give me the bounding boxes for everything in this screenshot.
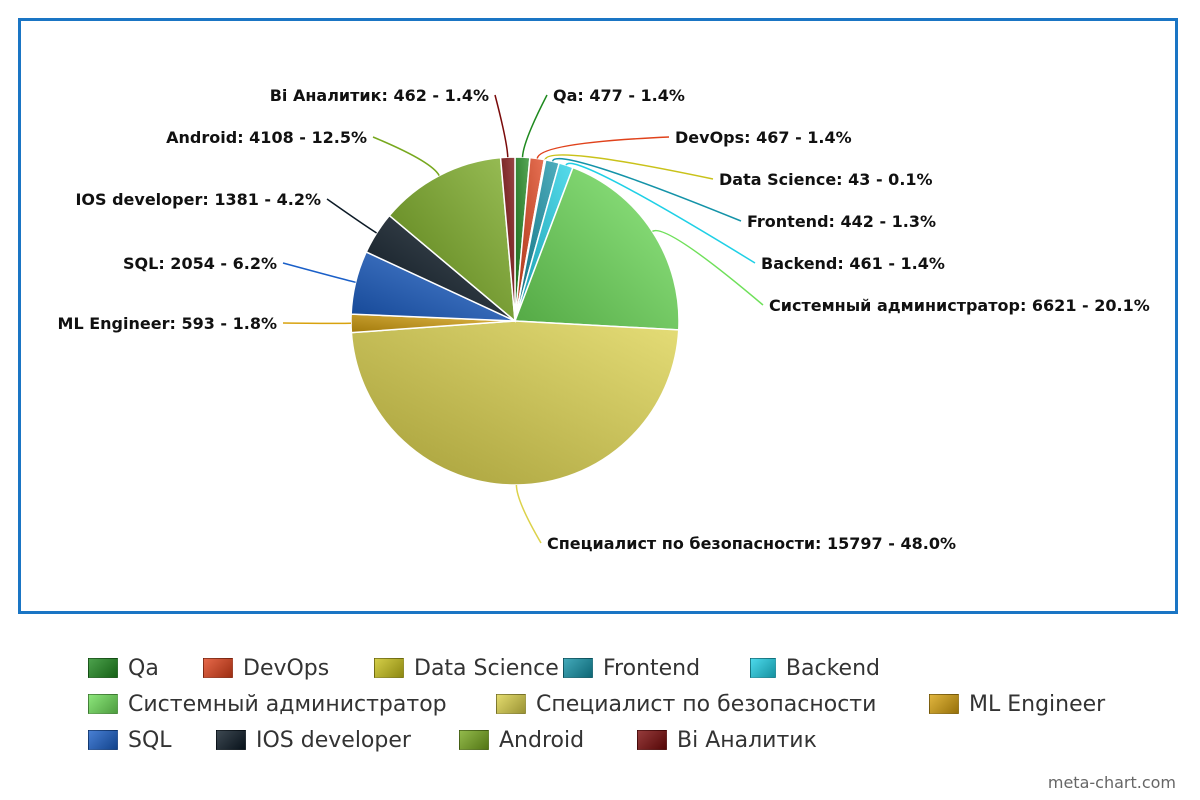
legend-swatch — [563, 658, 593, 678]
legend-swatch — [203, 658, 233, 678]
legend-label: DevOps — [243, 655, 330, 681]
legend-swatch — [216, 730, 246, 750]
leader-line-9 — [326, 198, 378, 234]
pie-slice-6 — [350, 320, 680, 486]
legend-item[interactable]: SQL — [88, 728, 216, 753]
slice-label-10: Android: 4108 - 12.5% — [166, 128, 367, 147]
leader-line-5 — [651, 229, 764, 306]
legend-label: Системный администратор — [128, 691, 447, 717]
legend-label: Backend — [785, 655, 880, 681]
slice-label-4: Backend: 461 - 1.4% — [761, 254, 945, 273]
legend: Qa DevOps Data Science Frontend Backend Систе… — [88, 650, 1168, 758]
slice-label-5: Системный администратор: 6621 - 20.1% — [769, 296, 1150, 315]
pie-slice-10 — [388, 156, 516, 323]
slice-label-0: Qa: 477 - 1.4% — [553, 86, 685, 105]
leader-line-11 — [494, 94, 509, 158]
slice-label-9: IOS developer: 1381 - 4.2% — [75, 190, 321, 209]
leader-line-10 — [372, 136, 440, 177]
slice-label-2: Data Science: 43 - 0.1% — [719, 170, 933, 189]
slice-label-6: Специалист по безопасности: 15797 - 48.0… — [547, 534, 956, 553]
leader-line-6 — [515, 484, 542, 544]
legend-swatch — [496, 694, 526, 714]
leader-line-1 — [536, 136, 670, 159]
legend-item[interactable]: IOS developer — [216, 728, 459, 753]
legend-label: Специалист по безопасности — [536, 691, 877, 717]
legend-row: Системный администратор Специалист по без… — [88, 686, 1168, 722]
legend-swatch — [88, 658, 118, 678]
legend-label: Qa — [128, 655, 159, 681]
slice-label-11: Bi Аналитик: 462 - 1.4% — [270, 86, 489, 105]
legend-swatch — [637, 730, 667, 750]
legend-item[interactable]: Qa — [88, 656, 203, 681]
legend-item[interactable]: Frontend — [563, 656, 750, 681]
chart-frame: Qa: 477 - 1.4% DevOps: 467 - 1.4% Data Sci… — [18, 18, 1178, 614]
legend-swatch — [459, 730, 489, 750]
slice-label-8: SQL: 2054 - 6.2% — [123, 254, 277, 273]
leader-line-8 — [282, 262, 356, 284]
legend-item[interactable]: Bi Аналитик — [637, 728, 817, 753]
legend-label: Android — [499, 727, 585, 753]
legend-swatch — [374, 658, 404, 678]
leader-line-3 — [551, 157, 742, 222]
slice-label-3: Frontend: 442 - 1.3% — [747, 212, 936, 231]
legend-label: Frontend — [603, 655, 701, 681]
legend-item[interactable]: Data Science — [374, 656, 563, 681]
pie-chart: Qa: 477 - 1.4% DevOps: 467 - 1.4% Data Sci… — [58, 86, 1150, 553]
legend-item[interactable]: DevOps — [203, 656, 374, 681]
legend-item[interactable]: Системный администратор — [88, 692, 496, 717]
leader-line-4 — [565, 162, 756, 264]
legend-item[interactable]: ML Engineer — [929, 692, 1109, 717]
legend-label: SQL — [128, 727, 172, 753]
slice-label-7: ML Engineer: 593 - 1.8% — [58, 314, 277, 333]
leader-line-0 — [521, 94, 548, 158]
legend-row: Qa DevOps Data Science Frontend Backend — [88, 650, 1168, 686]
legend-item[interactable]: Backend — [750, 656, 880, 681]
watermark: meta-chart.com — [1047, 773, 1176, 792]
legend-swatch — [88, 694, 118, 714]
pie-slice-5 — [513, 166, 680, 331]
slice-label-1: DevOps: 467 - 1.4% — [675, 128, 852, 147]
legend-row: SQL IOS developer Android Bi Аналитик — [88, 722, 1168, 758]
legend-label: IOS developer — [256, 727, 411, 753]
legend-label: Data Science — [414, 655, 559, 681]
legend-swatch — [750, 658, 776, 678]
legend-item[interactable]: Android — [459, 728, 637, 753]
leader-line-2 — [544, 154, 714, 180]
legend-item[interactable]: Специалист по безопасности — [496, 692, 929, 717]
legend-label: ML Engineer — [969, 691, 1106, 717]
legend-swatch — [929, 694, 959, 714]
legend-swatch — [88, 730, 118, 750]
legend-label: Bi Аналитик — [677, 727, 817, 753]
